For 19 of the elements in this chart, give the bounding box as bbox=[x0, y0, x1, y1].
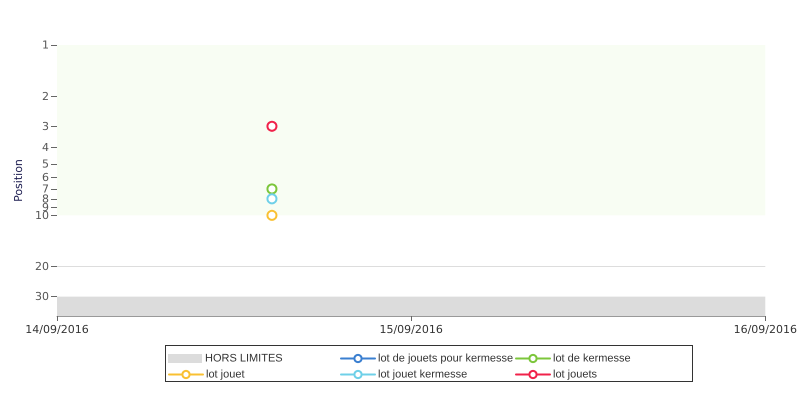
x-tick-label: 15/09/2016 bbox=[379, 323, 443, 336]
legend-label: lot jouets bbox=[553, 368, 598, 380]
legend-label: lot de jouets pour kermesse bbox=[378, 352, 514, 364]
legend-label: lot jouet bbox=[206, 368, 245, 380]
y-tick-label: 5 bbox=[42, 158, 49, 171]
y-axis-title: Position bbox=[12, 159, 26, 202]
y-tick-label: 6 bbox=[42, 171, 49, 184]
legend-label: lot jouet kermesse bbox=[378, 368, 468, 380]
y-tick-label: 2 bbox=[42, 90, 49, 103]
y-tick-label: 20 bbox=[35, 260, 49, 274]
legend-label: lot de kermesse bbox=[553, 352, 631, 364]
x-tick-label: 14/09/2016 bbox=[25, 323, 89, 336]
y-tick-label: 1 bbox=[42, 38, 49, 52]
legend-label: HORS LIMITES bbox=[205, 352, 283, 364]
y-tick-label: 30 bbox=[35, 290, 49, 304]
y-tick-label: 4 bbox=[42, 141, 49, 154]
x-tick-label: 16/09/2016 bbox=[734, 323, 798, 336]
y-tick-label: 3 bbox=[42, 120, 49, 133]
y-tick-label: 7 bbox=[42, 182, 49, 196]
